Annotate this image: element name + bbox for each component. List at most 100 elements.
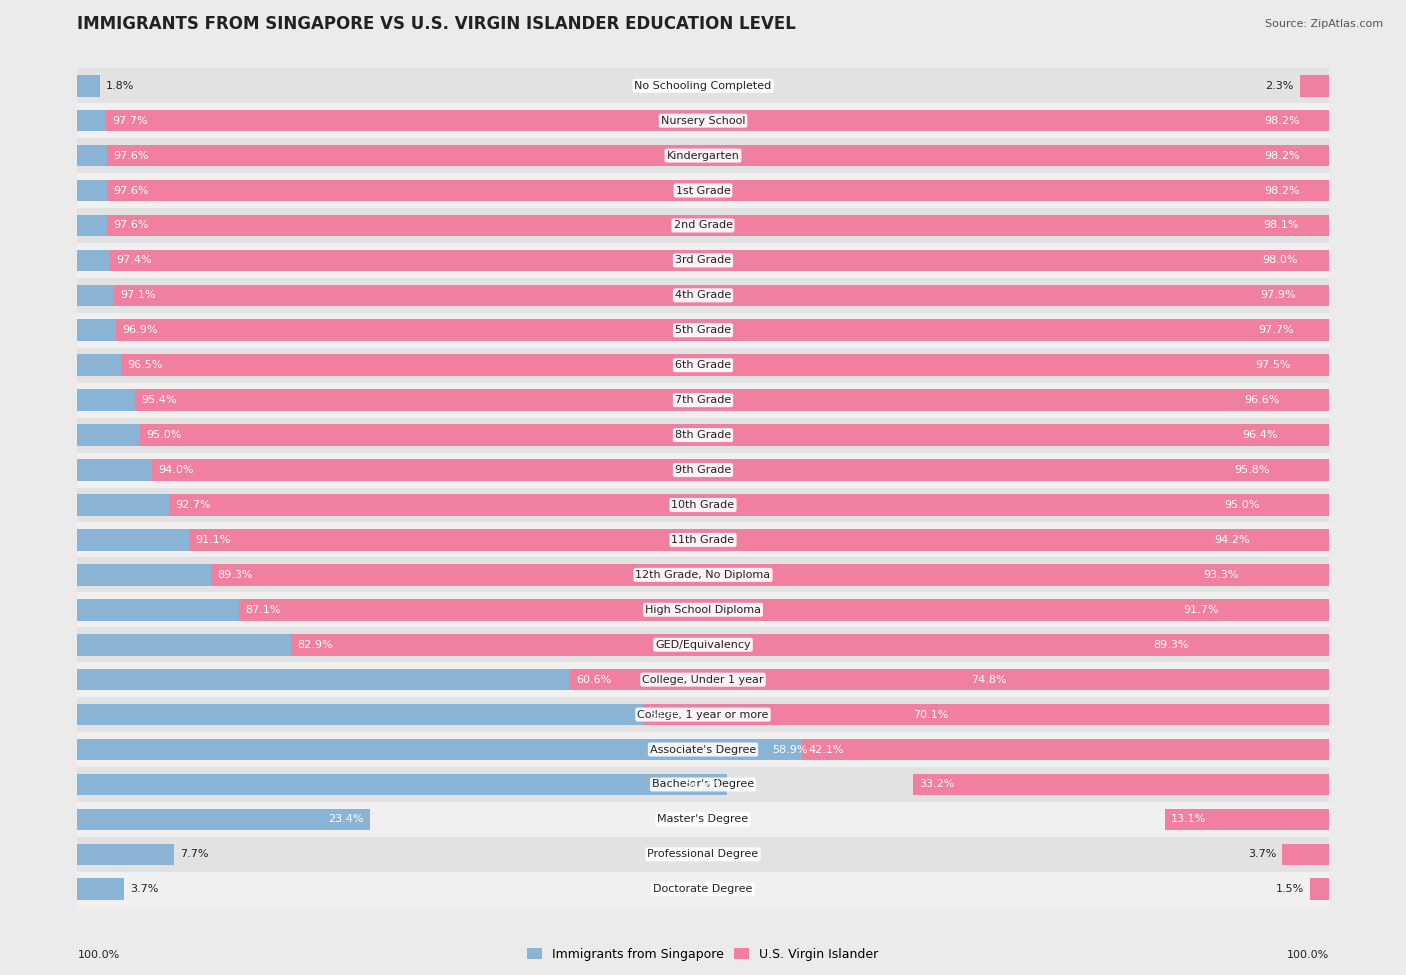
Bar [77, 250, 1303, 271]
Text: 95.0%: 95.0% [146, 430, 181, 440]
Text: 97.7%: 97.7% [112, 116, 148, 126]
Text: 95.0%: 95.0% [1225, 500, 1260, 510]
Text: 7th Grade: 7th Grade [675, 395, 731, 406]
Bar [141, 424, 1329, 446]
Text: Bachelor's Degree: Bachelor's Degree [652, 779, 754, 790]
Text: 3.7%: 3.7% [1247, 849, 1277, 859]
Bar [239, 599, 1329, 621]
Bar [77, 383, 1329, 417]
Bar [77, 564, 1244, 586]
Bar [77, 837, 1329, 872]
Legend: Immigrants from Singapore, U.S. Virgin Islander: Immigrants from Singapore, U.S. Virgin I… [527, 948, 879, 961]
Bar [77, 558, 1329, 593]
Bar [1164, 808, 1329, 831]
Bar [77, 75, 100, 97]
Bar [107, 144, 1329, 167]
Text: Source: ZipAtlas.com: Source: ZipAtlas.com [1264, 19, 1384, 29]
Bar [77, 417, 1329, 452]
Bar [77, 801, 1329, 837]
Text: 7.7%: 7.7% [180, 849, 208, 859]
Text: 98.2%: 98.2% [1264, 150, 1301, 161]
Bar [77, 704, 955, 725]
Bar [77, 808, 370, 831]
Bar [77, 494, 1265, 516]
Bar [77, 662, 1329, 697]
Text: 82.9%: 82.9% [298, 640, 333, 649]
Text: 2.3%: 2.3% [1265, 81, 1294, 91]
Text: 98.0%: 98.0% [1263, 255, 1298, 265]
Text: 70.1%: 70.1% [912, 710, 948, 720]
Text: 97.6%: 97.6% [114, 220, 149, 230]
Text: 42.1%: 42.1% [808, 745, 844, 755]
Bar [169, 494, 1329, 516]
Bar [77, 593, 1329, 627]
Text: 91.1%: 91.1% [195, 535, 231, 545]
Text: College, Under 1 year: College, Under 1 year [643, 675, 763, 684]
Text: 58.9%: 58.9% [773, 745, 808, 755]
Bar [77, 732, 1329, 767]
Text: Nursery School: Nursery School [661, 116, 745, 126]
Bar [77, 348, 1329, 383]
Text: High School Diploma: High School Diploma [645, 604, 761, 615]
Text: IMMIGRANTS FROM SINGAPORE VS U.S. VIRGIN ISLANDER EDUCATION LEVEL: IMMIGRANTS FROM SINGAPORE VS U.S. VIRGIN… [77, 15, 796, 33]
Text: 97.1%: 97.1% [120, 291, 156, 300]
Bar [121, 354, 1329, 376]
Text: 96.9%: 96.9% [122, 326, 157, 335]
Text: 1st Grade: 1st Grade [676, 185, 730, 196]
Bar [77, 599, 1225, 621]
Text: Doctorate Degree: Doctorate Degree [654, 884, 752, 894]
Text: 3rd Grade: 3rd Grade [675, 255, 731, 265]
Text: 87.1%: 87.1% [245, 604, 281, 615]
Text: 11th Grade: 11th Grade [672, 535, 734, 545]
Bar [77, 278, 1329, 313]
Text: Associate's Degree: Associate's Degree [650, 745, 756, 755]
Bar [77, 68, 1329, 103]
Bar [188, 529, 1329, 551]
Text: No Schooling Completed: No Schooling Completed [634, 81, 772, 91]
Text: 96.6%: 96.6% [1244, 395, 1279, 406]
Text: 8th Grade: 8th Grade [675, 430, 731, 440]
Bar [77, 144, 1306, 167]
Bar [77, 627, 1329, 662]
Bar [77, 634, 1195, 655]
Bar [914, 773, 1329, 796]
Text: 97.7%: 97.7% [1258, 326, 1294, 335]
Text: 60.6%: 60.6% [576, 675, 612, 684]
Bar [105, 110, 1329, 132]
Bar [107, 214, 1329, 236]
Bar [135, 389, 1329, 411]
Text: 33.2%: 33.2% [920, 779, 955, 790]
Bar [110, 250, 1329, 271]
Bar [77, 452, 1329, 488]
Bar [107, 179, 1329, 202]
Text: Master's Degree: Master's Degree [658, 814, 748, 825]
Bar [152, 459, 1329, 481]
Bar [77, 767, 1329, 801]
Bar [77, 320, 1301, 341]
Text: 95.4%: 95.4% [141, 395, 177, 406]
Bar [1301, 75, 1329, 97]
Text: 97.5%: 97.5% [1256, 360, 1291, 370]
Text: 54.8%: 54.8% [650, 710, 685, 720]
Bar [77, 529, 1256, 551]
Text: 93.3%: 93.3% [1204, 569, 1239, 580]
Bar [114, 285, 1329, 306]
Text: 97.9%: 97.9% [1261, 291, 1296, 300]
Text: 100.0%: 100.0% [1286, 950, 1329, 959]
Bar [211, 564, 1329, 586]
Bar [801, 739, 1329, 760]
Bar [77, 872, 1329, 907]
Bar [77, 243, 1329, 278]
Text: 97.6%: 97.6% [114, 150, 149, 161]
Text: 89.3%: 89.3% [1153, 640, 1188, 649]
Bar [77, 843, 174, 865]
Bar [1310, 878, 1329, 900]
Text: 89.3%: 89.3% [218, 569, 253, 580]
Text: 5th Grade: 5th Grade [675, 326, 731, 335]
Bar [77, 214, 1305, 236]
Bar [77, 285, 1302, 306]
Bar [77, 878, 124, 900]
Text: 96.5%: 96.5% [128, 360, 163, 370]
Bar [77, 138, 1329, 174]
Bar [77, 488, 1329, 523]
